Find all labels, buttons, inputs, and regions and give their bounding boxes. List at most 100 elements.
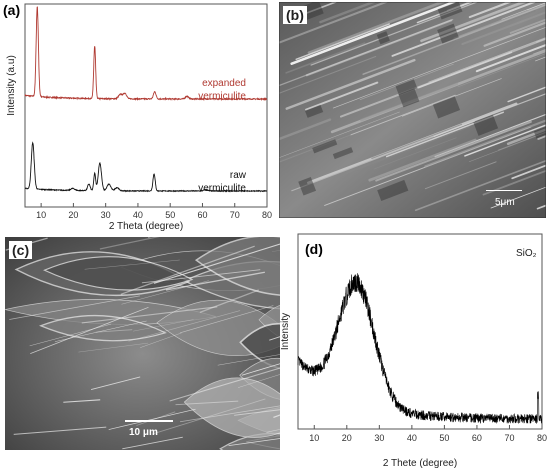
sem-flake-b bbox=[498, 131, 546, 151]
sem-flake-b bbox=[453, 10, 528, 40]
sem-edge-c bbox=[108, 408, 196, 430]
sem-flake-b bbox=[305, 81, 379, 111]
sem-sheet-c bbox=[195, 237, 280, 296]
sem-edge-c bbox=[99, 237, 160, 250]
x-tick-label-d: 10 bbox=[309, 433, 319, 443]
sem-flake-b bbox=[511, 164, 546, 180]
sem-gap-b bbox=[437, 23, 459, 44]
series-label-raw: raw bbox=[230, 170, 247, 181]
sem-flake-b bbox=[391, 2, 538, 57]
x-tick-label-d: 40 bbox=[407, 433, 417, 443]
sem-flake-b bbox=[433, 93, 546, 137]
sem-flake-b bbox=[375, 120, 532, 182]
sem-gap-b bbox=[304, 104, 324, 118]
x-tick-label-a: 80 bbox=[262, 210, 272, 220]
sem-gap-b bbox=[377, 179, 409, 201]
sem-edge-c bbox=[78, 342, 148, 353]
scale-bar-label-b: 5μm bbox=[495, 197, 515, 208]
sem-texture-b bbox=[279, 2, 546, 218]
sem-flake-b bbox=[483, 21, 546, 47]
sem-edge-c bbox=[13, 426, 107, 435]
panel-label-b: (b) bbox=[283, 6, 307, 24]
sem-flake-b bbox=[371, 123, 463, 160]
sem-gap-b bbox=[312, 139, 338, 154]
sem-edge-c bbox=[237, 374, 280, 388]
sem-edge-c bbox=[151, 398, 266, 435]
sem-flake-b bbox=[360, 82, 459, 122]
sem-edge-c bbox=[199, 289, 260, 314]
panel-label-a: (a) bbox=[3, 2, 20, 18]
plot-frame-a bbox=[24, 3, 268, 208]
x-tick-label-d: 20 bbox=[342, 433, 352, 443]
y-axis-label-d: Intensity bbox=[280, 313, 291, 350]
sem-gap-b bbox=[432, 96, 461, 119]
x-tick-label-a: 40 bbox=[133, 210, 143, 220]
x-tick-label-d: 70 bbox=[504, 433, 514, 443]
x-tick-label-a: 50 bbox=[165, 210, 175, 220]
sem-flake-b bbox=[482, 169, 546, 196]
sem-flake-b bbox=[279, 118, 332, 141]
sem-edge-c bbox=[217, 354, 280, 366]
xrd-plot-a: expanded vermiculite raw vermiculite 10 20 30 4… bbox=[3, 2, 272, 232]
sem-flake-b bbox=[506, 128, 546, 146]
sem-edge-c bbox=[234, 409, 280, 416]
sem-flake-b bbox=[420, 2, 528, 43]
sem-flake-b bbox=[507, 86, 546, 103]
series-line-expanded bbox=[24, 6, 268, 102]
sem-flake-b bbox=[368, 138, 477, 182]
x-axis-label-a: 2 Theta (degree) bbox=[109, 221, 183, 232]
sem-flake-b bbox=[385, 111, 504, 158]
sem-edge-c bbox=[95, 329, 133, 333]
sem-edge-c bbox=[133, 319, 194, 332]
x-tick-label-d: 60 bbox=[472, 433, 482, 443]
sem-gap-b bbox=[376, 31, 390, 45]
panel-label-d: (d) bbox=[305, 241, 323, 257]
sem-flake-b bbox=[424, 119, 546, 168]
sem-flake-b bbox=[285, 58, 416, 110]
sem-flake-b bbox=[424, 161, 497, 190]
x-axis-label-d: 2 Thete (degree) bbox=[383, 458, 457, 469]
series-label-raw: vermiculite bbox=[198, 183, 246, 194]
plot-frame-d bbox=[297, 233, 543, 430]
sem-flake-b bbox=[475, 43, 546, 73]
sem-edge-c bbox=[29, 323, 112, 347]
sem-flake-b bbox=[295, 2, 339, 18]
sem-flake-b bbox=[362, 3, 546, 75]
sem-edge-c bbox=[9, 295, 140, 320]
sem-edge-c bbox=[165, 271, 265, 291]
xrd-chart-d: 10 20 30 40 50 60 70 80 2 Thete (degree) Intensit… bbox=[280, 228, 550, 473]
x-tick-label-a: 30 bbox=[101, 210, 111, 220]
x-tick-label-a: 10 bbox=[36, 210, 46, 220]
x-tick-label-a: 20 bbox=[68, 210, 78, 220]
sem-image-c: (c) 10 μm bbox=[5, 237, 280, 450]
sem-gap-b bbox=[437, 2, 463, 20]
sem-edge-c bbox=[128, 310, 241, 342]
sem-flake-b bbox=[337, 125, 470, 178]
series-line-raw bbox=[24, 141, 267, 193]
y-axis-label-a: Intensity (a.u) bbox=[6, 55, 17, 116]
sem-flake-b bbox=[402, 78, 502, 117]
sem-flake-b bbox=[468, 2, 513, 19]
sem-gap-b bbox=[298, 176, 317, 196]
sem-edge-c bbox=[180, 305, 274, 334]
sem-flake-b bbox=[468, 132, 546, 162]
sem-flake-b bbox=[359, 63, 454, 100]
sem-flake-b bbox=[279, 18, 454, 87]
sem-flake-b bbox=[457, 53, 546, 88]
sem-edge-c bbox=[169, 367, 280, 402]
sem-edge-c bbox=[84, 259, 180, 270]
sem-edge-c bbox=[30, 306, 149, 354]
sem-edge-c bbox=[140, 332, 182, 348]
sem-flake-b bbox=[414, 159, 546, 212]
xrd-chart-a: expanded vermiculite raw vermiculite 10 20 30 4… bbox=[0, 0, 275, 235]
sem-flake-b bbox=[310, 2, 479, 66]
sem-flake-b bbox=[417, 51, 513, 89]
sem-flake-b bbox=[490, 186, 546, 209]
sem-edge-c bbox=[120, 245, 255, 295]
series-label-expanded: expanded bbox=[202, 78, 246, 89]
x-tick-label-d: 30 bbox=[374, 433, 384, 443]
sem-flake-b bbox=[279, 2, 389, 44]
sem-edge-c bbox=[179, 405, 280, 423]
sem-flake-b bbox=[428, 2, 528, 40]
sem-gap-b bbox=[398, 88, 420, 108]
